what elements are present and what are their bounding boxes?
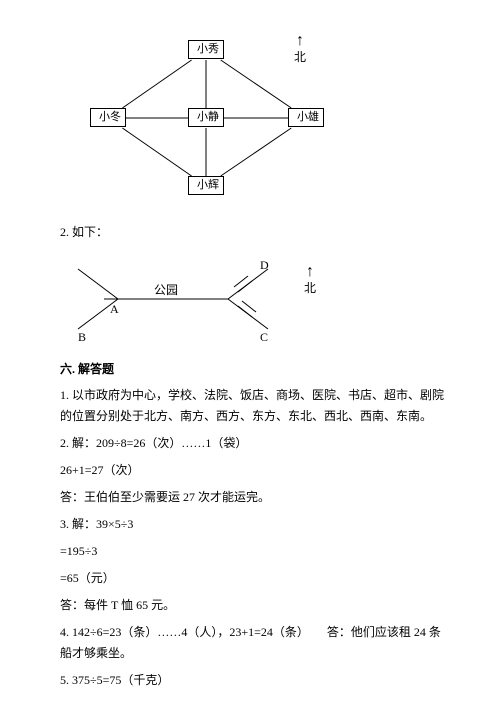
arrow-up-icon: ↑ bbox=[304, 265, 316, 279]
answer-2a: 2. 解：209÷8=26（次）……1（袋） bbox=[60, 433, 444, 454]
node-center: 小静 bbox=[188, 108, 224, 127]
node-left: 小冬 bbox=[90, 108, 126, 127]
svg-text:D: D bbox=[260, 258, 269, 272]
svg-text:A: A bbox=[110, 302, 119, 316]
diagram-1: 小秀小冬 小静 小雄小辉 ↑ 北 bbox=[60, 30, 444, 210]
north-label: 北 bbox=[304, 281, 316, 295]
svg-text:C: C bbox=[260, 330, 268, 344]
answer-3a: 3. 解：39×5÷3 bbox=[60, 514, 444, 535]
answer-3c: =65（元） bbox=[60, 568, 444, 589]
diagram-2: A B C D 公园 ↑ 北 bbox=[60, 251, 444, 346]
answer-5: 5. 375÷5=75（千克） bbox=[60, 670, 444, 691]
answer-3b: =195÷3 bbox=[60, 541, 444, 562]
answer-3d: 答：每件 T 恤 65 元。 bbox=[60, 595, 444, 616]
north-indicator-1: ↑ 北 bbox=[294, 34, 306, 65]
q2-intro: 2. 如下： bbox=[60, 222, 444, 243]
answer-1: 1. 以市政府为中心，学校、法院、饭店、商场、医院、书店、超市、剧院的位置分别处… bbox=[60, 385, 444, 427]
node-top: 小秀 bbox=[188, 40, 224, 59]
answer-2b: 26+1=27（次） bbox=[60, 460, 444, 481]
arrow-up-icon: ↑ bbox=[294, 34, 306, 48]
svg-text:B: B bbox=[78, 330, 86, 344]
north-indicator-2: ↑ 北 bbox=[304, 265, 316, 296]
svg-text:公园: 公园 bbox=[154, 283, 178, 297]
north-label: 北 bbox=[294, 50, 306, 64]
answer-2c: 答：王伯伯至少需要运 27 次才能运完。 bbox=[60, 487, 444, 508]
node-right: 小雄 bbox=[288, 108, 324, 127]
answer-4: 4. 142÷6=23（条）……4（人），23+1=24（条） 答：他们应该租 … bbox=[60, 622, 444, 664]
section-6-title: 六. 解答题 bbox=[60, 360, 444, 379]
node-bottom: 小辉 bbox=[188, 176, 224, 195]
